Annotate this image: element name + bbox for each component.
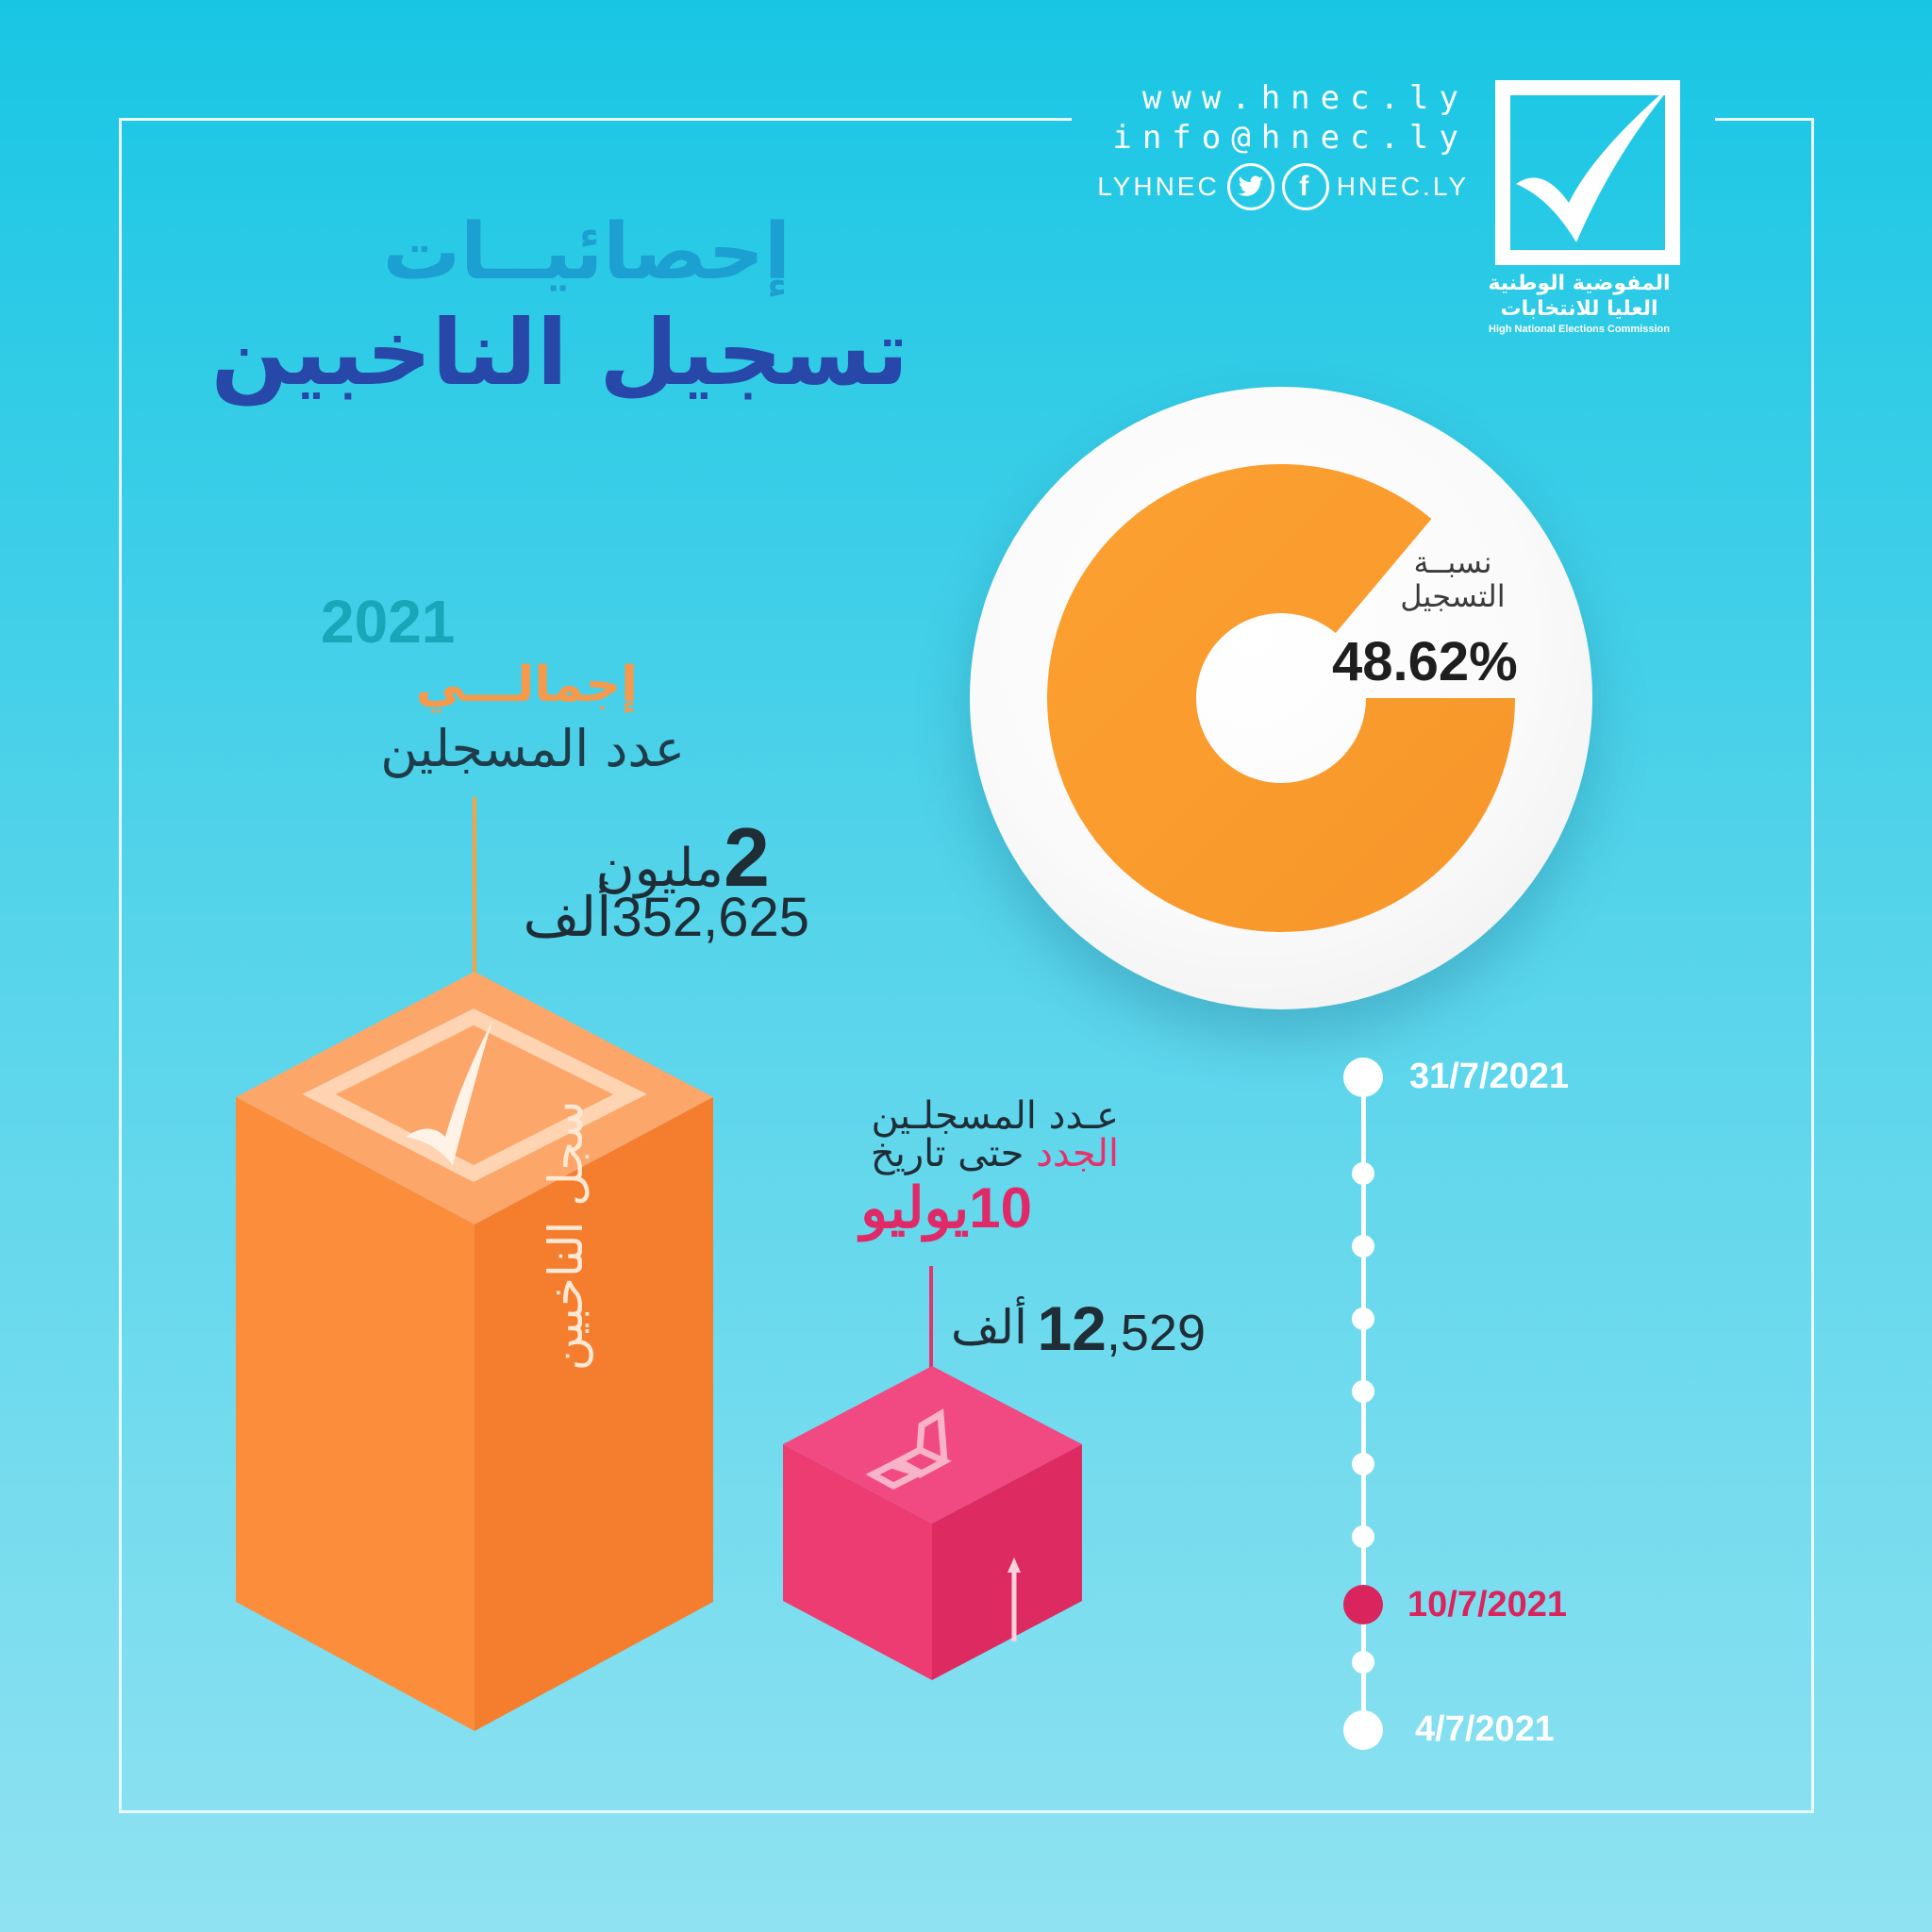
rate-label: نسبــة التسجيل: [1387, 545, 1519, 613]
new-registrants-date-month: يوليو: [860, 1176, 970, 1240]
timeline-node-start: [1343, 1710, 1383, 1750]
logo-name-line1: المفوضية الوطنية: [1488, 272, 1671, 295]
total-thousands: 352,625ألف: [524, 885, 809, 949]
timeline-dot: [1352, 1162, 1374, 1185]
new-registrants-until: حتى تاريخ: [870, 1132, 1024, 1175]
timeline-dot: [1352, 1651, 1374, 1674]
total-thousands-number: 352,625: [611, 887, 809, 948]
new-registrants-count: 12,529: [1037, 1292, 1206, 1364]
logo-text: المفوضية الوطنية العليا للانتخابات High …: [1475, 272, 1683, 336]
frame-right: [1811, 118, 1814, 1813]
total-connector-line: [473, 797, 476, 984]
hnec-logo-icon: [1495, 80, 1680, 265]
new-connector-line: [929, 1266, 933, 1372]
year-label: 2021: [321, 588, 456, 656]
new-registrants-highlight: الجدد: [1036, 1132, 1119, 1175]
email-address[interactable]: info@hnec.ly: [1112, 119, 1469, 157]
total-millions-unit: مليون: [595, 838, 724, 897]
rate-arc: [1047, 463, 1515, 932]
new-registrants-box: [783, 1366, 1082, 1680]
voter-register-box: [236, 972, 713, 1731]
page-title-line2: تسجيل الناخبين: [210, 300, 908, 406]
facebook-handle[interactable]: HNEC.LY: [1336, 172, 1469, 201]
timeline-date-end: 31/7/2021: [1409, 1057, 1570, 1096]
frame-top-left: [119, 118, 1072, 121]
logo-name-english: High National Elections Commission: [1489, 324, 1670, 335]
facebook-icon[interactable]: f: [1281, 163, 1329, 210]
rate-label-line1: نسبــة: [1413, 544, 1492, 580]
timeline-date-start: 4/7/2021: [1415, 1709, 1555, 1749]
timeline-dot: [1352, 1453, 1374, 1475]
new-count-unit: ألف: [951, 1300, 1027, 1355]
new-count-rest: ,529: [1106, 1305, 1206, 1361]
logo-name-line2: العليا للانتخابات: [1500, 297, 1658, 321]
total-thousands-unit: ألف: [523, 887, 612, 948]
page-title-line1: إحصائيــات: [382, 208, 791, 297]
total-label: إجمالـــي: [415, 657, 638, 713]
total-millions-number: 2: [724, 810, 770, 904]
total-millions: 2مليون: [596, 809, 770, 906]
new-count-bold: 12: [1037, 1293, 1107, 1363]
new-registrants-label: عـدد المسجلـين: [871, 1094, 1119, 1138]
timeline-dot: [1352, 1380, 1374, 1403]
twitter-icon[interactable]: [1226, 163, 1274, 210]
new-registrants-date: 10يوليو: [860, 1175, 1032, 1241]
timeline-node-current: [1343, 1585, 1383, 1624]
total-sublabel: عدد المسجلين: [380, 719, 685, 778]
timeline-dot: [1352, 1235, 1374, 1257]
timeline-node-end: [1343, 1058, 1383, 1097]
new-registrants-sublabel: الجدد حتى تاريخ: [871, 1132, 1119, 1175]
frame-top-right: [1715, 118, 1814, 121]
rate-label-line2: التسجيل: [1400, 578, 1506, 614]
box-label: سجل الناخبين: [539, 1100, 593, 1372]
timeline-line: [1361, 1078, 1366, 1731]
website-url[interactable]: www.hnec.ly: [1141, 79, 1469, 117]
timeline-dot: [1352, 1307, 1374, 1330]
timeline-date-current: 10/7/2021: [1407, 1585, 1568, 1624]
twitter-handle[interactable]: LYHNEC: [1097, 172, 1220, 201]
social-links: LYHNEC f HNEC.LY: [1097, 162, 1469, 211]
timeline-dot: [1352, 1525, 1374, 1548]
frame-bottom: [119, 1810, 1814, 1813]
rate-value: 48.62%: [1332, 631, 1518, 692]
new-registrants-date-number: 10: [969, 1176, 1032, 1240]
frame-left: [119, 118, 122, 1813]
rate-donut: [1047, 463, 1515, 932]
